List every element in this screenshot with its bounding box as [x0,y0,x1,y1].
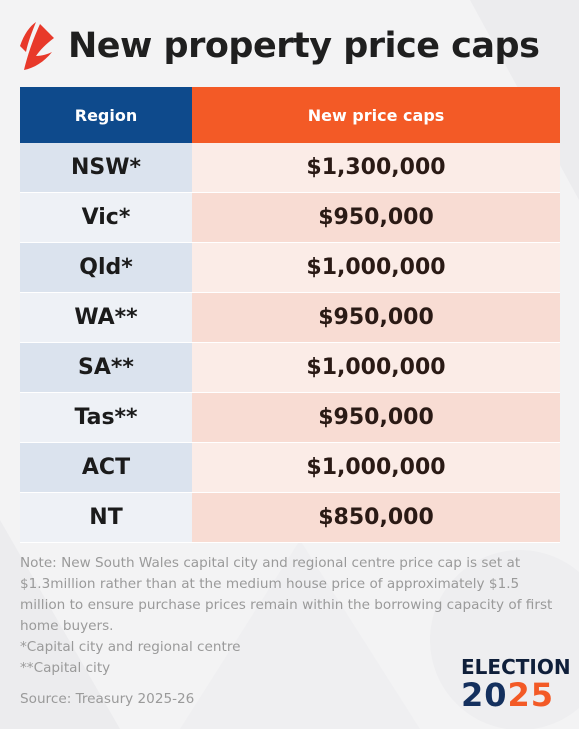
source-credit: Source: Treasury 2025-26 [20,691,195,707]
region-cell: ACT [20,443,192,493]
region-cell: Qld* [20,243,192,293]
election-year-part-1: 20 [461,676,508,714]
region-cell: Vic* [20,193,192,243]
price-cap-cell: $1,000,000 [192,343,560,393]
column-header-cap: New price caps [192,87,560,143]
table-row: Tas** $950,000 [20,393,560,443]
note-main: Note: New South Wales capital city and r… [20,555,553,634]
election-year: 2025 [461,678,565,712]
notes: Note: New South Wales capital city and r… [20,553,568,679]
page-title: New property price caps [68,26,540,66]
region-cell: SA** [20,343,192,393]
footnote-capital-regional: *Capital city and regional centre [20,639,241,655]
price-cap-cell: $1,000,000 [192,243,560,293]
price-cap-cell: $950,000 [192,393,560,443]
table-header-row: Region New price caps [20,87,560,143]
sbs-logo-icon [20,22,54,70]
column-header-region: Region [20,87,192,143]
table-row: ACT $1,000,000 [20,443,560,493]
header: New property price caps [18,18,540,74]
price-cap-table: Region New price caps NSW* $1,300,000 Vi… [20,87,560,543]
table-row: Vic* $950,000 [20,193,560,243]
table-row: WA** $950,000 [20,293,560,343]
price-cap-cell: $950,000 [192,293,560,343]
region-cell: NT [20,493,192,543]
table-row: NT $850,000 [20,493,560,543]
region-cell: WA** [20,293,192,343]
region-cell: Tas** [20,393,192,443]
table-row: NSW* $1,300,000 [20,143,560,193]
table-row: SA** $1,000,000 [20,343,560,393]
election-year-part-2: 25 [507,676,555,714]
price-cap-cell: $1,300,000 [192,143,560,193]
price-cap-cell: $950,000 [192,193,560,243]
table-row: Qld* $1,000,000 [20,243,560,293]
price-cap-cell: $850,000 [192,493,560,543]
price-cap-cell: $1,000,000 [192,443,560,493]
region-cell: NSW* [20,143,192,193]
footnote-capital-city: **Capital city [20,660,111,676]
election-word: ELECTION [461,655,571,679]
election-2025-logo: ELECTION 2025 [461,655,571,712]
